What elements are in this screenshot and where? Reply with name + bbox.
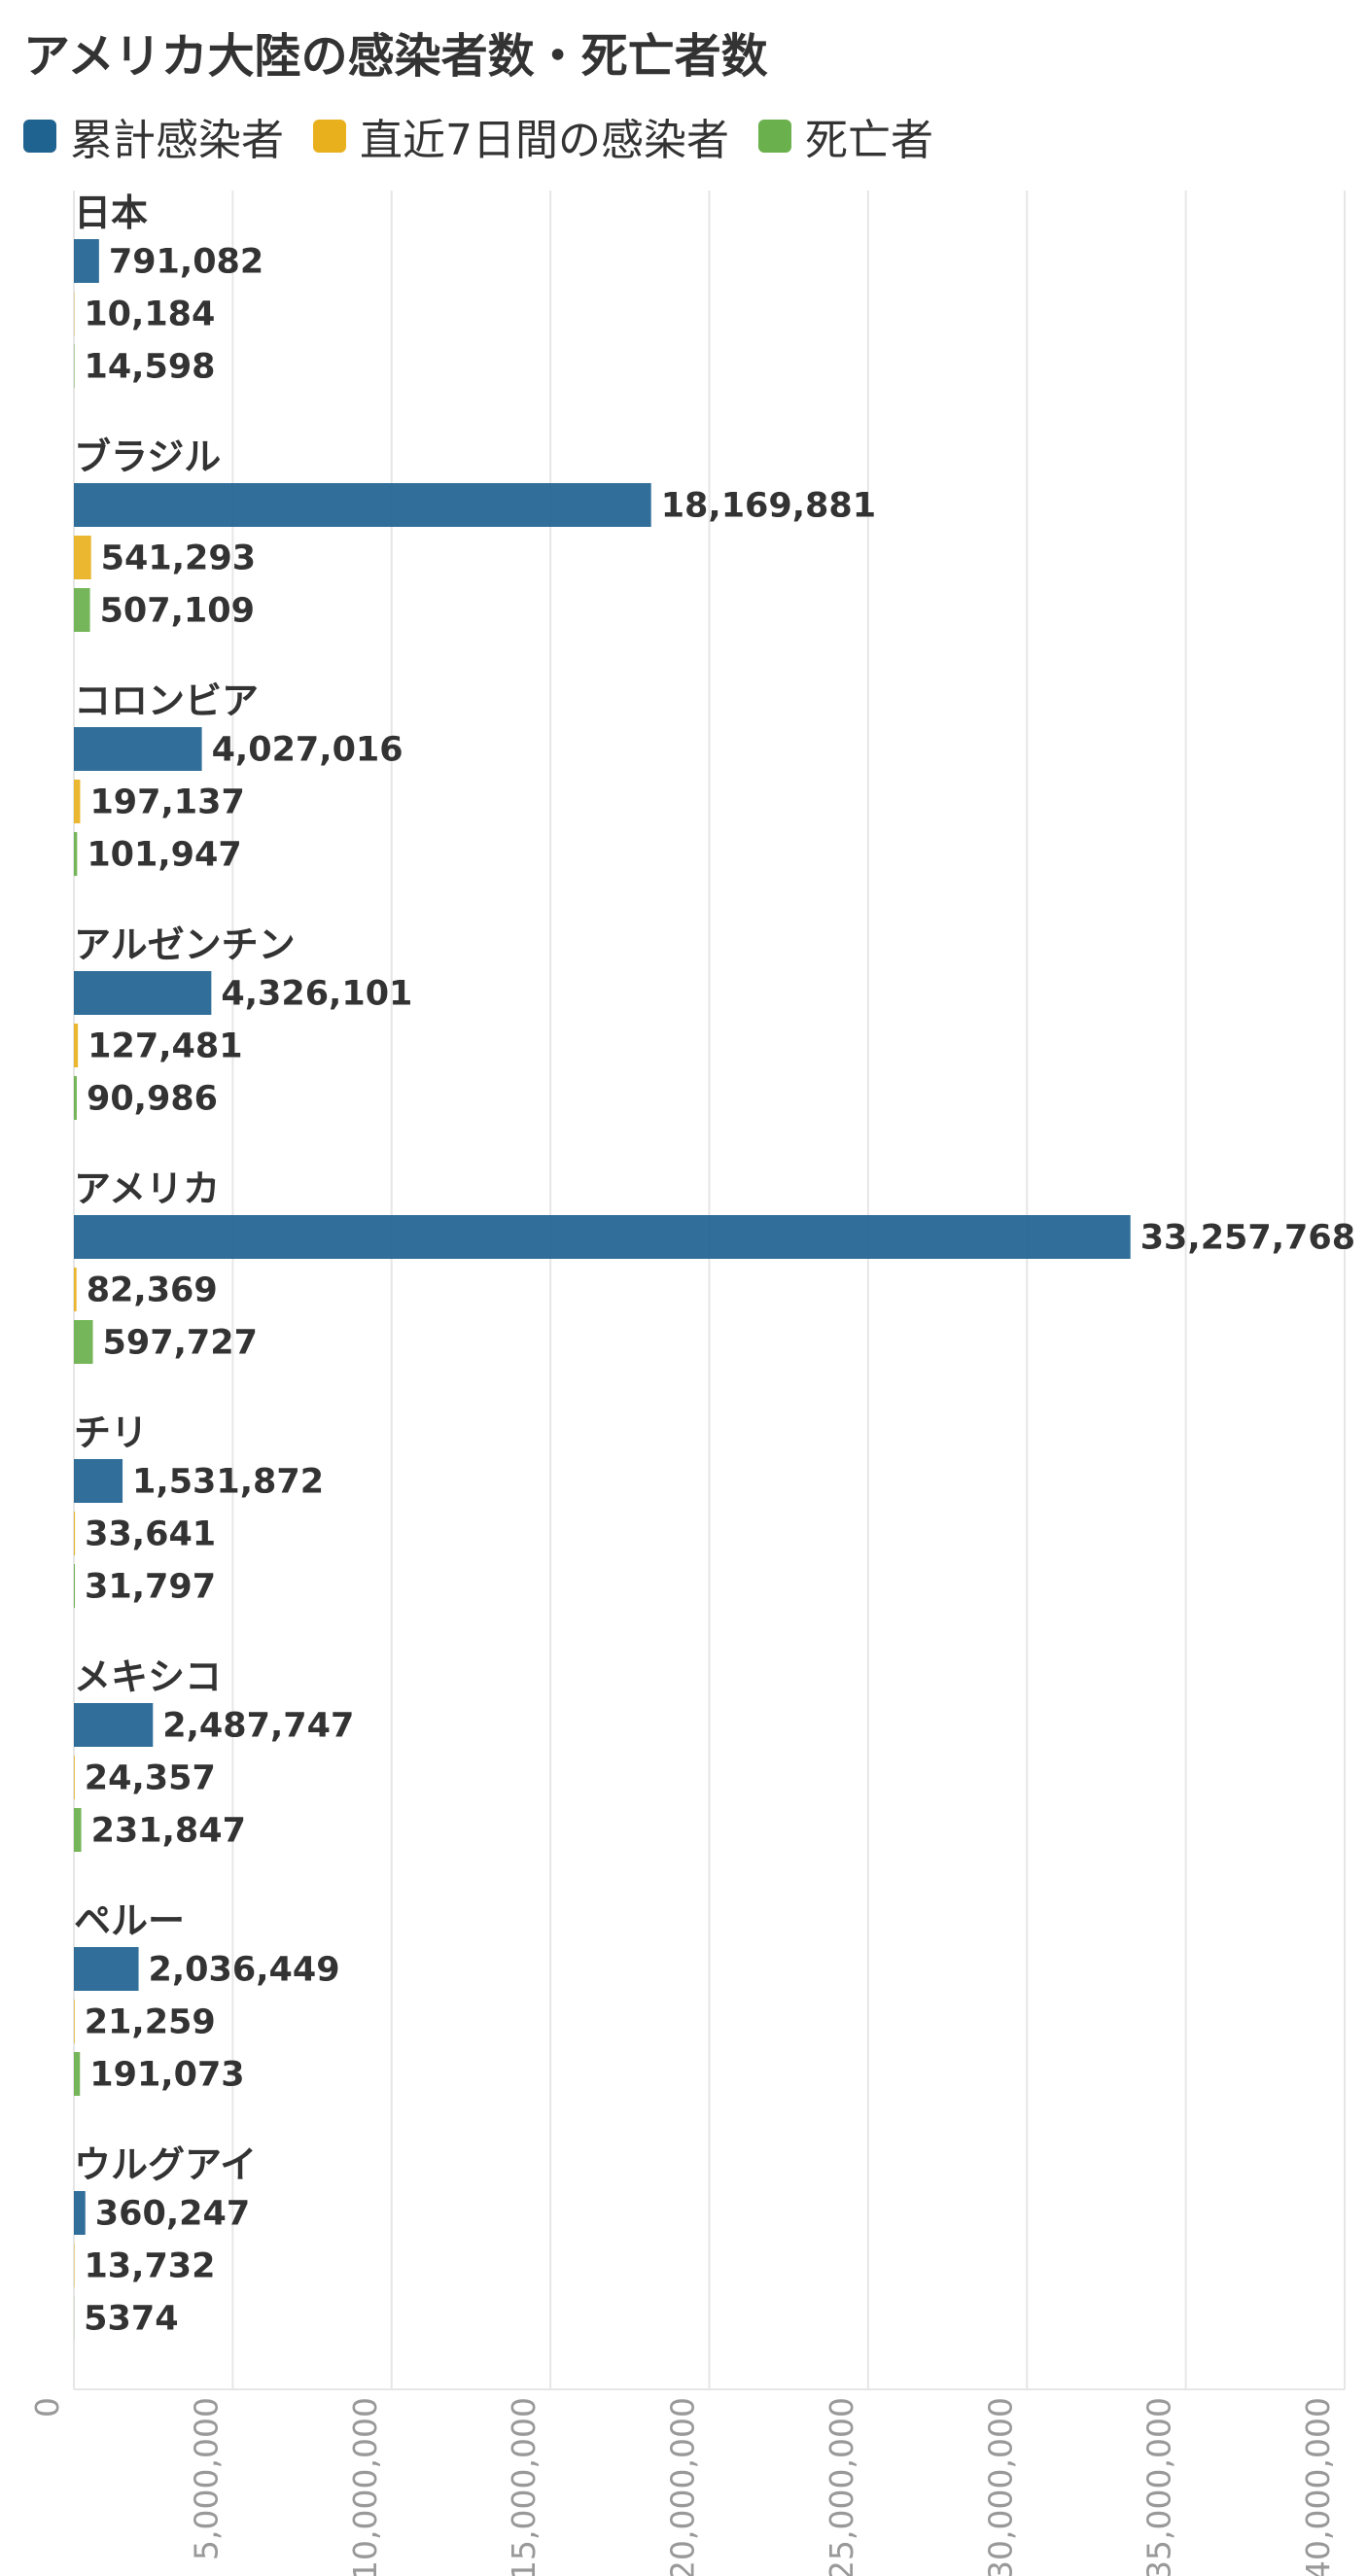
- bar: [74, 483, 651, 527]
- data-label: 82,369: [87, 1271, 218, 1310]
- data-label: 231,847: [91, 1812, 246, 1851]
- bar: [74, 1024, 79, 1067]
- data-label: 101,947: [87, 836, 241, 875]
- legend-swatch-deaths: [758, 120, 791, 153]
- bar: [74, 2191, 86, 2235]
- bar: [74, 971, 212, 1015]
- bar: [74, 832, 78, 876]
- data-label: 197,137: [89, 783, 244, 822]
- bar: [74, 1947, 139, 1991]
- bar: [74, 536, 91, 579]
- x-tick-label: 35,000,000: [1140, 2397, 1178, 2576]
- data-label: 2,036,449: [149, 1951, 340, 1990]
- x-tick-label: 30,000,000: [981, 2397, 1019, 2576]
- x-tick-label: 0: [28, 2397, 66, 2418]
- legend-item-deaths: 死亡者: [758, 105, 933, 167]
- data-label: 10,184: [84, 296, 215, 334]
- data-label: 1,531,872: [132, 1463, 324, 1502]
- data-label: 24,357: [85, 1759, 216, 1798]
- x-tick-label: 10,000,000: [346, 2397, 384, 2576]
- legend-label-deaths: 死亡者: [805, 116, 933, 165]
- bar: [74, 1808, 82, 1852]
- data-label: 33,257,768: [1140, 1219, 1355, 1258]
- data-label: 2,487,747: [162, 1707, 354, 1746]
- category-label: アルゼンチン: [74, 923, 296, 966]
- category-label: ペルー: [74, 1899, 185, 1942]
- legend-label-recent-7days: 直近7日間の感染者: [360, 116, 729, 165]
- data-label: 21,259: [85, 2003, 216, 2042]
- category-label: アメリカ: [74, 1167, 220, 1210]
- data-label: 90,986: [87, 1080, 218, 1119]
- data-label: 33,641: [85, 1515, 216, 1554]
- category-label: チリ: [74, 1411, 148, 1454]
- data-label: 4,027,016: [212, 731, 403, 770]
- legend-swatch-recent-7days: [313, 120, 346, 153]
- category-label: ブラジル: [74, 435, 221, 478]
- bar: [74, 588, 90, 632]
- data-label: 127,481: [88, 1027, 242, 1066]
- category-label: 日本: [74, 191, 148, 234]
- data-label: 507,109: [100, 592, 255, 631]
- legend-item-recent-7days: 直近7日間の感染者: [313, 105, 729, 167]
- data-label: 541,293: [101, 540, 256, 578]
- legend-item-cumulative: 累計感染者: [23, 105, 284, 167]
- bar: [74, 2000, 75, 2043]
- data-label: 31,797: [85, 1568, 216, 1607]
- category-label: コロンビア: [74, 679, 259, 722]
- x-tick-label: 40,000,000: [1299, 2397, 1337, 2576]
- category-label: メキシコ: [74, 1655, 222, 1698]
- chart-title: アメリカ大陸の感染者数・死亡者数: [23, 29, 768, 84]
- legend: 累計感染者 直近7日間の感染者 死亡者: [23, 105, 963, 167]
- data-label: 791,082: [109, 243, 263, 282]
- bar: [74, 239, 99, 283]
- legend-label-cumulative: 累計感染者: [70, 116, 284, 165]
- bar: [74, 2052, 81, 2096]
- bar: [74, 1215, 1131, 1259]
- data-label: 5374: [84, 2300, 178, 2339]
- bar: [74, 1703, 154, 1747]
- x-tick-label: 5,000,000: [187, 2397, 225, 2560]
- bar: [74, 1564, 76, 1608]
- x-tick-label: 25,000,000: [823, 2397, 860, 2576]
- bar: [74, 1268, 77, 1311]
- legend-swatch-cumulative: [23, 120, 56, 153]
- data-label: 18,169,881: [661, 487, 876, 526]
- bar: [74, 1459, 123, 1503]
- data-label: 597,727: [103, 1324, 258, 1363]
- bar: [74, 1076, 77, 1120]
- x-tick-label: 15,000,000: [505, 2397, 543, 2576]
- data-label: 4,326,101: [221, 975, 412, 1014]
- data-label: 191,073: [89, 2056, 244, 2095]
- category-label: ウルグアイ: [74, 2143, 257, 2186]
- bar: [74, 780, 81, 823]
- bar: [74, 1512, 76, 1555]
- x-tick-label: 20,000,000: [664, 2397, 702, 2576]
- data-label: 360,247: [95, 2195, 250, 2234]
- bar: [74, 1320, 93, 1364]
- bar: [74, 1756, 75, 1799]
- bar: [74, 727, 202, 771]
- data-label: 13,732: [84, 2247, 215, 2286]
- data-label: 14,598: [84, 348, 215, 387]
